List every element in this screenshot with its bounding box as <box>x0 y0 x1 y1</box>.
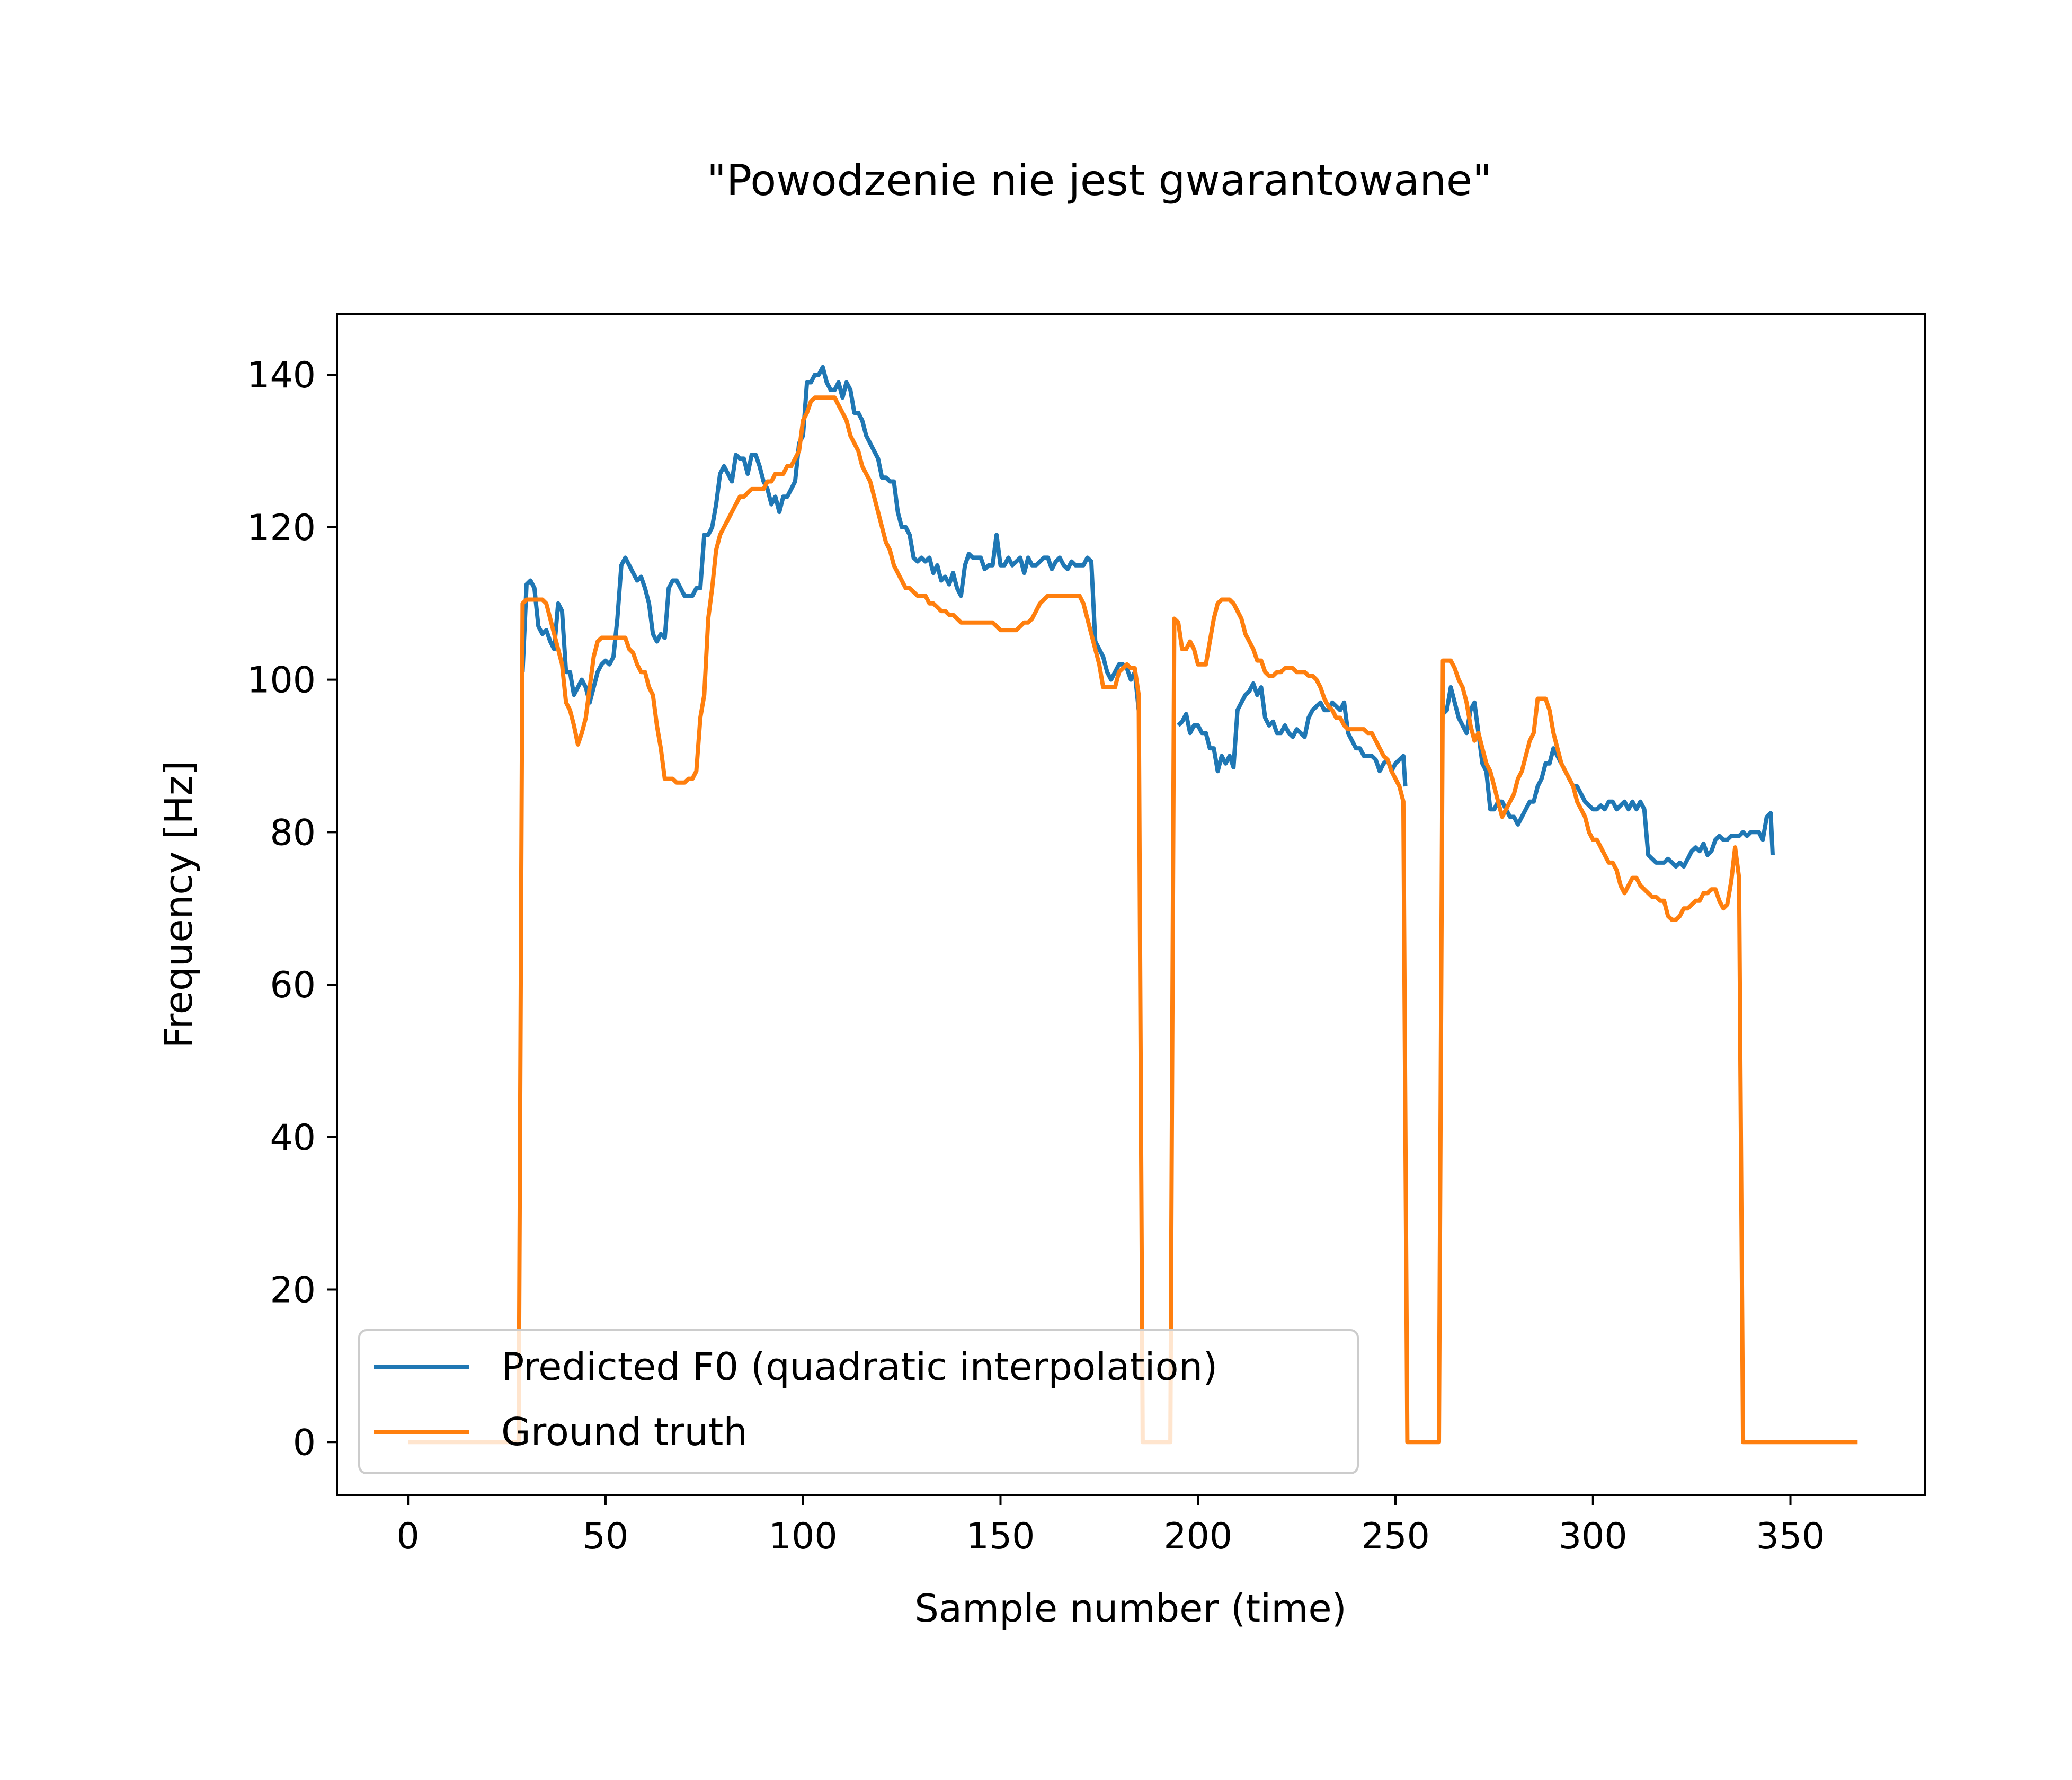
y-tick-label-80: 80 <box>270 812 316 854</box>
y-axis-ticks: 0 20 40 60 80 100 120 140 <box>247 355 337 1464</box>
plot-lines <box>408 365 1858 1445</box>
series-0-line-segment-0 <box>520 365 1141 711</box>
series-0-line-segment-1 <box>1177 681 1408 787</box>
y-tick-label-120: 120 <box>247 507 316 549</box>
y-tick-label-40: 40 <box>270 1117 316 1159</box>
legend-label-predicted: Predicted F0 (quadratic interpolation) <box>501 1344 1217 1389</box>
y-tick-label-20: 20 <box>270 1270 316 1312</box>
y-tick-label-0: 0 <box>293 1422 316 1464</box>
y-tick-label-100: 100 <box>247 660 316 702</box>
plot-area <box>337 314 1925 1495</box>
legend-label-ground-truth: Ground truth <box>501 1410 748 1454</box>
x-tick-label-150: 150 <box>966 1516 1035 1557</box>
x-tick-label-0: 0 <box>397 1516 420 1557</box>
legend: Predicted F0 (quadratic interpolation) G… <box>358 1329 1359 1474</box>
chart-title: "Powodzenie nie jest gwarantowane" <box>707 156 1492 205</box>
x-axis-label: Sample number (time) <box>914 1586 1347 1631</box>
x-tick-label-250: 250 <box>1361 1516 1430 1557</box>
x-tick-label-350: 350 <box>1756 1516 1825 1557</box>
y-tick-label-140: 140 <box>247 355 316 396</box>
x-tick-label-200: 200 <box>1163 1516 1232 1557</box>
plot-frame <box>336 313 1926 1496</box>
series-1-line-segment-0 <box>408 395 1858 1445</box>
y-axis-label: Frequency [Hz] <box>156 761 201 1049</box>
x-axis-ticks: 0 50 100 150 200 250 300 350 <box>397 1495 1825 1557</box>
legend-box <box>358 1329 1359 1474</box>
x-tick-label-300: 300 <box>1559 1516 1628 1557</box>
x-tick-label-100: 100 <box>769 1516 838 1557</box>
x-tick-label-50: 50 <box>583 1516 629 1557</box>
y-tick-label-60: 60 <box>270 964 316 1006</box>
